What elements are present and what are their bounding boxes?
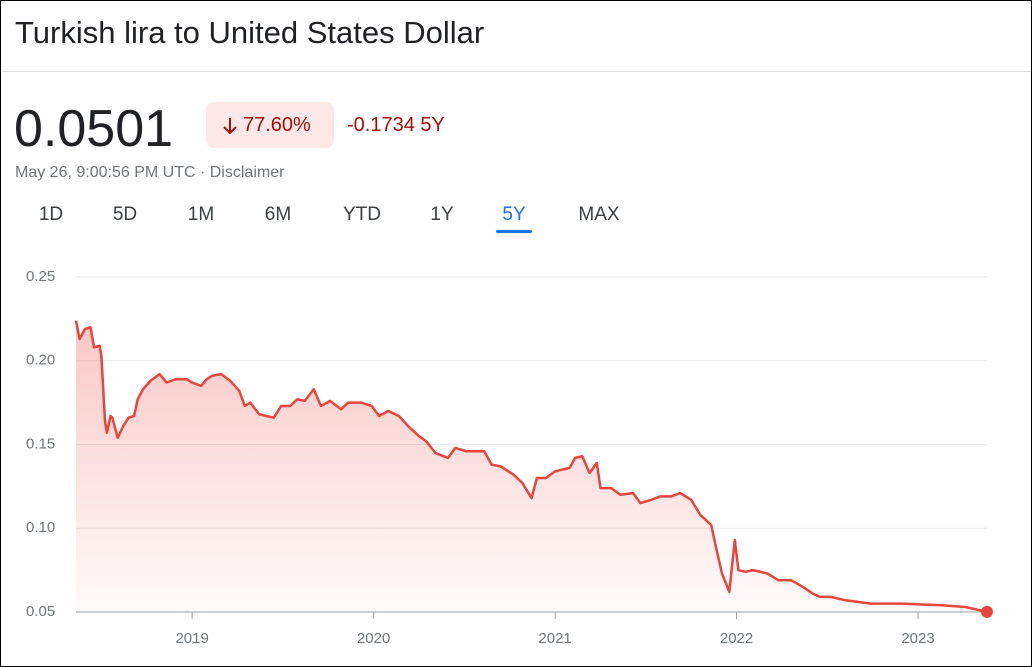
range-label: 5Y [420,114,445,136]
range-tab[interactable]: 1D [38,204,64,225]
y-tick-label: 0.10 [26,519,55,536]
separator: · [199,164,206,181]
range-tab[interactable]: 5D [112,204,138,225]
last-point [981,605,993,618]
active-underline [496,230,532,233]
range-tab[interactable]: YTD [343,204,381,225]
area-fill [76,320,987,612]
y-tick-label: 0.15 [26,435,55,452]
x-tick-label: 2021 [538,630,571,647]
range-tab[interactable]: 1Y [430,204,454,225]
change-badge [206,102,334,148]
change-value: -0.1734 [347,114,415,136]
down-arrow [223,118,237,135]
y-tick-label: 0.25 [26,268,55,285]
range-tab[interactable]: MAX [578,204,620,225]
timestamp: May 26, 9:00:56 PM UTC [15,164,196,181]
change: -0.1734 5Y [347,114,445,137]
disclaimer[interactable]: Disclaimer [209,164,285,181]
x-tick-label: 2020 [357,630,390,647]
price: 0.0501 [14,100,174,158]
divider [2,71,1031,72]
y-tick-label: 0.20 [26,352,55,369]
change-percent: 77.60% [243,114,311,136]
x-tick-label: 2019 [175,630,208,647]
y-tick-label: 0.05 [26,603,55,620]
range-tab[interactable]: 5Y [502,204,526,225]
x-tick-label: 2022 [720,630,753,647]
range-tab[interactable]: 1M [187,204,215,225]
title: Turkish lira to United States Dollar [15,15,485,50]
range-tab[interactable]: 6M [264,204,292,225]
price-line [74,320,988,614]
x-tick-label: 2023 [901,630,934,647]
timestamp-row: May 26, 9:00:56 PM UTC · Disclaimer [15,164,284,182]
